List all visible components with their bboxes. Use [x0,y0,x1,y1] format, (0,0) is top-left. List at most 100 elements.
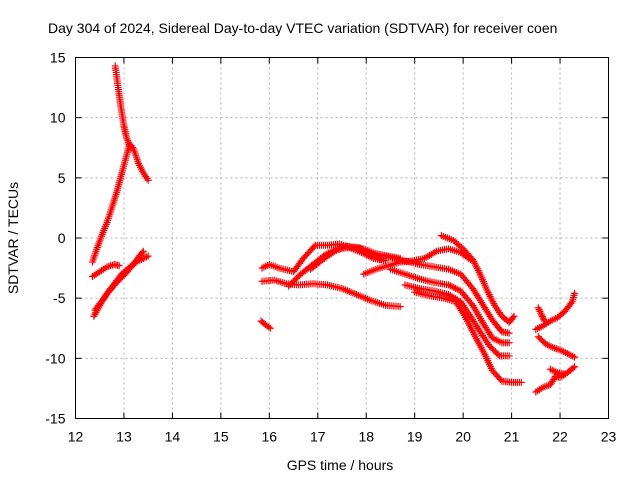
data-point [286,281,294,289]
data-marks [88,62,579,396]
data-point [452,284,460,292]
y-tick-label: 5 [58,170,66,186]
data-point [571,353,579,361]
data-point [262,262,270,270]
x-tick-label: 17 [310,429,326,445]
data-point [126,143,134,151]
series-arc-o [401,281,513,360]
series-arc-t [532,363,579,396]
data-point [458,243,466,251]
data-point [364,248,372,256]
series-arc-u [546,365,569,378]
x-tick-label: 15 [213,429,229,445]
plot-frame [75,57,609,419]
data-point [289,278,297,286]
data-point [453,285,461,293]
x-tick-label: 21 [504,429,520,445]
x-tick-label: 20 [455,429,471,445]
x-tick-label: 13 [116,429,132,445]
data-point [505,329,513,337]
y-tick-label: 10 [50,110,66,126]
x-tick-label: 18 [358,429,374,445]
y-tick-label: 15 [50,50,66,66]
x-tick-label: 23 [601,429,617,445]
data-point [139,254,147,262]
data-point [571,363,579,371]
data-point [567,299,575,307]
x-tick-label: 14 [165,429,181,445]
data-point [329,248,337,256]
data-point [539,314,547,322]
series-arc-n [386,265,513,347]
series-arc-j [307,242,385,273]
data-point [141,254,149,262]
data-point [357,244,365,252]
data-point [139,247,147,255]
data-point [355,244,363,252]
data-point [265,323,273,331]
series-arc-b [111,62,134,151]
data-point [144,176,152,184]
data-point [375,255,383,263]
series-arc-r [534,304,549,325]
data-point [362,247,370,255]
y-tick-label: 0 [58,230,66,246]
data-point [285,282,293,290]
x-tick-label: 12 [68,429,84,445]
data-point [266,324,274,332]
y-tick-label: -5 [53,290,66,306]
data-point [292,275,300,283]
data-point [571,289,579,297]
series-arc-s [534,333,579,361]
data-point [431,248,439,256]
x-tick-label: 16 [262,429,278,445]
data-point [144,252,152,260]
chart-title: Day 304 of 2024, Sidereal Day-to-day VTE… [48,20,557,36]
y-tick-label: -10 [45,350,65,366]
data-point [310,243,318,251]
data-point [396,303,404,311]
data-point [360,246,368,254]
x-tick-label: 19 [407,429,423,445]
tick-layer: 12 13 14 15 16 17 18 19 20 21 22 23 -15 -10 -5 0 5 10 15 [45,50,616,445]
data-point [450,284,458,292]
data-point [540,316,548,324]
series-arc-m [372,250,513,337]
data-point [541,317,549,325]
data-point [358,245,366,253]
series-arc-d [90,252,152,320]
data-point [288,279,296,287]
x-axis-title: GPS time / hours [287,457,394,473]
data-point [569,364,577,372]
data-point [509,314,517,322]
series-arc-e [91,247,147,314]
series-arc-p [411,288,525,386]
grid-layer [75,57,609,419]
data-point [510,312,518,320]
y-tick-label: -15 [45,411,65,427]
data-point [517,378,525,386]
data-point [291,276,299,284]
data-point [377,256,385,264]
y-axis-title: SDTVAR / TECUs [5,182,21,294]
series-arc-c [88,260,123,281]
data-point [538,311,546,319]
data-point [505,339,513,347]
series-arc-f [257,317,274,332]
data-point [448,283,456,291]
data-point [494,351,502,359]
data-point [294,273,302,281]
data-point [115,262,123,270]
data-point [561,370,569,378]
data-point [143,253,151,261]
data-point [446,282,454,290]
series-arc-a [88,140,152,266]
series-arc-l [437,232,518,326]
data-point [505,352,513,360]
data-point [445,281,453,289]
series-arc-g [258,276,404,311]
x-tick-label: 22 [552,429,568,445]
data-point [138,249,146,257]
